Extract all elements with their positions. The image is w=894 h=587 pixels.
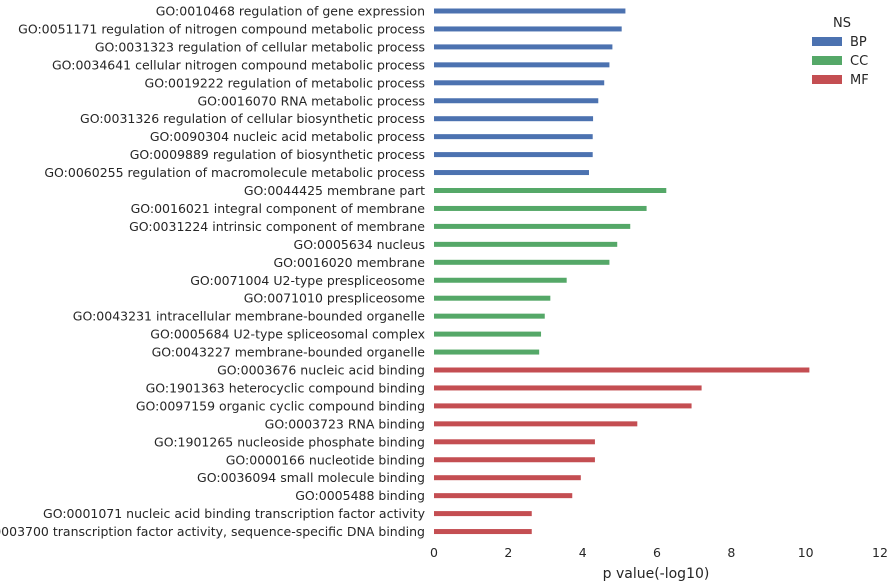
bar-cc — [434, 313, 545, 319]
y-tick-label: GO:0005634 nucleus — [294, 237, 425, 252]
y-tick-label: GO:0071004 U2-type prespliceosome — [190, 273, 425, 288]
bar-bp — [434, 80, 605, 86]
legend-label-cc: CC — [850, 54, 868, 69]
bar-bp — [434, 26, 622, 32]
bar-cc — [434, 331, 542, 337]
y-tick-label: GO:0034641 cellular nitrogen compound me… — [52, 57, 425, 72]
bar-cc — [434, 241, 618, 247]
y-tick-label: GO:0043227 membrane-bounded organelle — [152, 345, 426, 360]
bar-cc — [434, 188, 667, 193]
bar-cc — [434, 259, 610, 265]
y-tick-label: GO:0001071 nucleic acid binding transcri… — [43, 506, 426, 521]
x-tick-label: 6 — [653, 545, 661, 560]
bar-bp — [434, 134, 593, 140]
legend-title: NS — [833, 16, 851, 31]
bar-cc — [434, 295, 551, 301]
y-tick-label: GO:0071010 prespliceosome — [244, 291, 426, 306]
x-tick-label: 0 — [430, 545, 438, 560]
y-tick-label: GO:0003676 nucleic acid binding — [217, 363, 425, 378]
legend-swatch-mf — [812, 75, 842, 84]
bar-cc — [434, 205, 647, 211]
bar-cc — [434, 223, 631, 229]
bars-layer — [434, 8, 810, 535]
x-tick-labels: 0 2 4 6 8 10 12 — [430, 545, 888, 560]
bar-cc — [434, 349, 540, 355]
bar-mf — [434, 439, 595, 445]
legend-items: BP CC MF — [812, 35, 869, 88]
y-tick-label: GO:0010468 regulation of gene expression — [156, 4, 425, 19]
y-tick-label: GO:1901363 heterocyclic compound binding — [146, 380, 425, 395]
y-tick-label: GO:0016020 membrane — [273, 255, 425, 270]
y-tick-label: GO:0090304 nucleic acid metabolic proces… — [150, 129, 425, 144]
y-tick-label: GO:0043231 intracellular membrane-bounde… — [73, 309, 426, 324]
bar-mf — [434, 403, 692, 409]
y-tick-label: GO:0051171 regulation of nitrogen compou… — [18, 21, 425, 36]
y-tick-label: GO:0044425 membrane part — [244, 183, 425, 198]
x-tick-label: 4 — [579, 545, 587, 560]
y-tick-label: GO:0005684 U2-type spliceosomal complex — [150, 327, 425, 342]
bar-bp — [434, 44, 613, 50]
bar-bp — [434, 98, 599, 104]
y-tick-label: GO:0016021 integral component of membran… — [131, 201, 426, 216]
legend-label-mf: MF — [850, 73, 869, 88]
x-tick-label: 2 — [504, 545, 512, 560]
y-tick-label: GO:0031326 regulation of cellular biosyn… — [80, 111, 425, 126]
bar-bp — [434, 170, 589, 176]
bar-mf — [434, 367, 810, 373]
bar-bp — [434, 152, 593, 158]
bar-mf — [434, 475, 581, 481]
bar-mf — [434, 457, 595, 463]
bar-bp — [434, 62, 610, 68]
y-tick-label: GO:0003700 transcription factor activity… — [0, 524, 425, 539]
legend-swatch-bp — [812, 37, 842, 46]
y-tick-labels: GO:0010468 regulation of gene expression… — [0, 4, 426, 540]
x-axis-label: p value(-log10) — [603, 566, 710, 582]
x-tick-label: 10 — [798, 545, 814, 560]
y-tick-label: GO:0019222 regulation of metabolic proce… — [145, 75, 425, 90]
y-tick-label: GO:0031323 regulation of cellular metabo… — [95, 39, 425, 54]
bar-mf — [434, 493, 573, 499]
bar-mf — [434, 385, 702, 391]
y-tick-label: GO:0016070 RNA metabolic process — [197, 93, 425, 108]
y-tick-label: GO:0009889 regulation of biosynthetic pr… — [130, 147, 425, 162]
y-tick-label: GO:0000166 nucleotide binding — [226, 452, 425, 467]
bar-mf — [434, 529, 532, 535]
x-tick-label: 12 — [872, 545, 888, 560]
bar-cc — [434, 277, 567, 283]
y-tick-label: GO:0036094 small molecule binding — [197, 470, 425, 485]
y-tick-label: GO:0097159 organic cyclic compound bindi… — [136, 398, 425, 413]
legend: NS BP CC MF — [812, 16, 869, 88]
legend-swatch-cc — [812, 56, 842, 65]
bar-bp — [434, 8, 626, 14]
y-tick-label: GO:0005488 binding — [295, 488, 425, 503]
y-tick-label: GO:0031224 intrinsic component of membra… — [129, 219, 425, 234]
legend-label-bp: BP — [850, 35, 867, 50]
x-tick-label: 8 — [727, 545, 735, 560]
bar-mf — [434, 421, 638, 427]
y-tick-label: GO:0003723 RNA binding — [265, 416, 425, 431]
y-tick-label: GO:1901265 nucleoside phosphate binding — [154, 434, 425, 449]
bar-mf — [434, 511, 532, 517]
bar-bp — [434, 116, 594, 122]
y-tick-label: GO:0060255 regulation of macromolecule m… — [44, 165, 425, 180]
